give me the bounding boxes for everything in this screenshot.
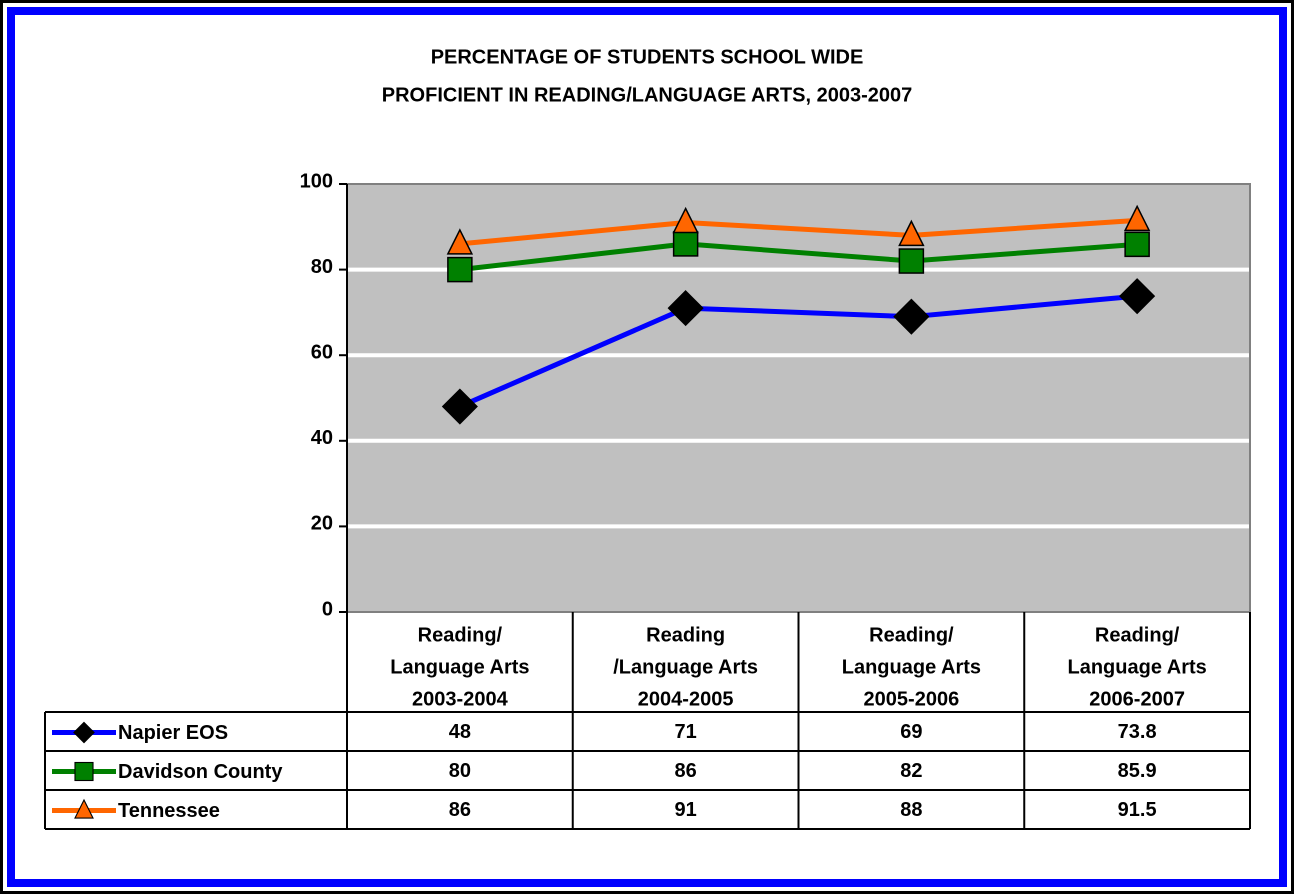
- marker: [672, 231, 699, 257]
- series-line: [459, 217, 1138, 247]
- x-tick-label: Language Arts: [1067, 656, 1206, 678]
- marker: [447, 256, 473, 283]
- legend-marker: [74, 798, 94, 819]
- marker: [672, 206, 699, 234]
- table-value: 71: [675, 721, 697, 743]
- y-tick-label: 20: [311, 513, 333, 535]
- x-tick-label: /Language Arts: [613, 656, 758, 678]
- x-tick-label: Reading/: [418, 624, 503, 646]
- legend-label: Napier EOS: [118, 722, 228, 744]
- series-line: [459, 241, 1138, 273]
- chart-title: PROFICIENT IN READING/LANGUAGE ARTS, 200…: [382, 84, 912, 106]
- legend-label: Davidson County: [118, 761, 283, 783]
- plot-area: [346, 183, 1251, 613]
- table-value: 48: [449, 721, 471, 743]
- table-value: 82: [900, 760, 922, 782]
- x-tick-label: Reading/: [869, 624, 954, 646]
- y-tick-label: 100: [300, 170, 333, 192]
- table-value: 88: [900, 799, 922, 821]
- legend-label: Tennessee: [118, 800, 220, 822]
- marker: [1124, 231, 1150, 258]
- marker: [667, 290, 704, 327]
- y-tick-label: 40: [311, 427, 333, 449]
- table-value: 86: [675, 760, 697, 782]
- table-value: 86: [449, 799, 471, 821]
- marker: [898, 248, 925, 274]
- x-tick-label: 2005-2006: [864, 688, 960, 710]
- legend-marker: [73, 721, 95, 744]
- marker: [893, 298, 930, 335]
- marker: [1123, 204, 1151, 232]
- x-tick-label: Reading/: [1095, 624, 1180, 646]
- x-tick-label: 2006-2007: [1089, 688, 1185, 710]
- table-value: 91.5: [1118, 799, 1157, 821]
- table-value: 85.9: [1118, 760, 1157, 782]
- marker: [446, 228, 474, 255]
- x-tick-label: 2004-2005: [638, 688, 734, 710]
- x-tick-label: Language Arts: [842, 656, 981, 678]
- y-tick-label: 0: [322, 598, 333, 620]
- table-value: 73.8: [1118, 721, 1157, 743]
- table-value: 69: [900, 721, 922, 743]
- marker: [1119, 278, 1156, 315]
- x-tick-label: Reading: [646, 624, 725, 646]
- marker: [898, 219, 925, 247]
- y-tick-label: 80: [311, 256, 333, 278]
- chart-title: PERCENTAGE OF STUDENTS SCHOOL WIDE: [431, 46, 864, 68]
- x-tick-label: Language Arts: [390, 656, 529, 678]
- table-value: 91: [675, 799, 697, 821]
- y-tick-label: 60: [311, 341, 333, 363]
- legend-marker: [74, 761, 94, 782]
- series-line: [458, 293, 1138, 409]
- x-tick-label: 2003-2004: [412, 688, 509, 710]
- marker: [441, 388, 478, 425]
- table-value: 80: [449, 760, 471, 782]
- frame: [7, 7, 1287, 887]
